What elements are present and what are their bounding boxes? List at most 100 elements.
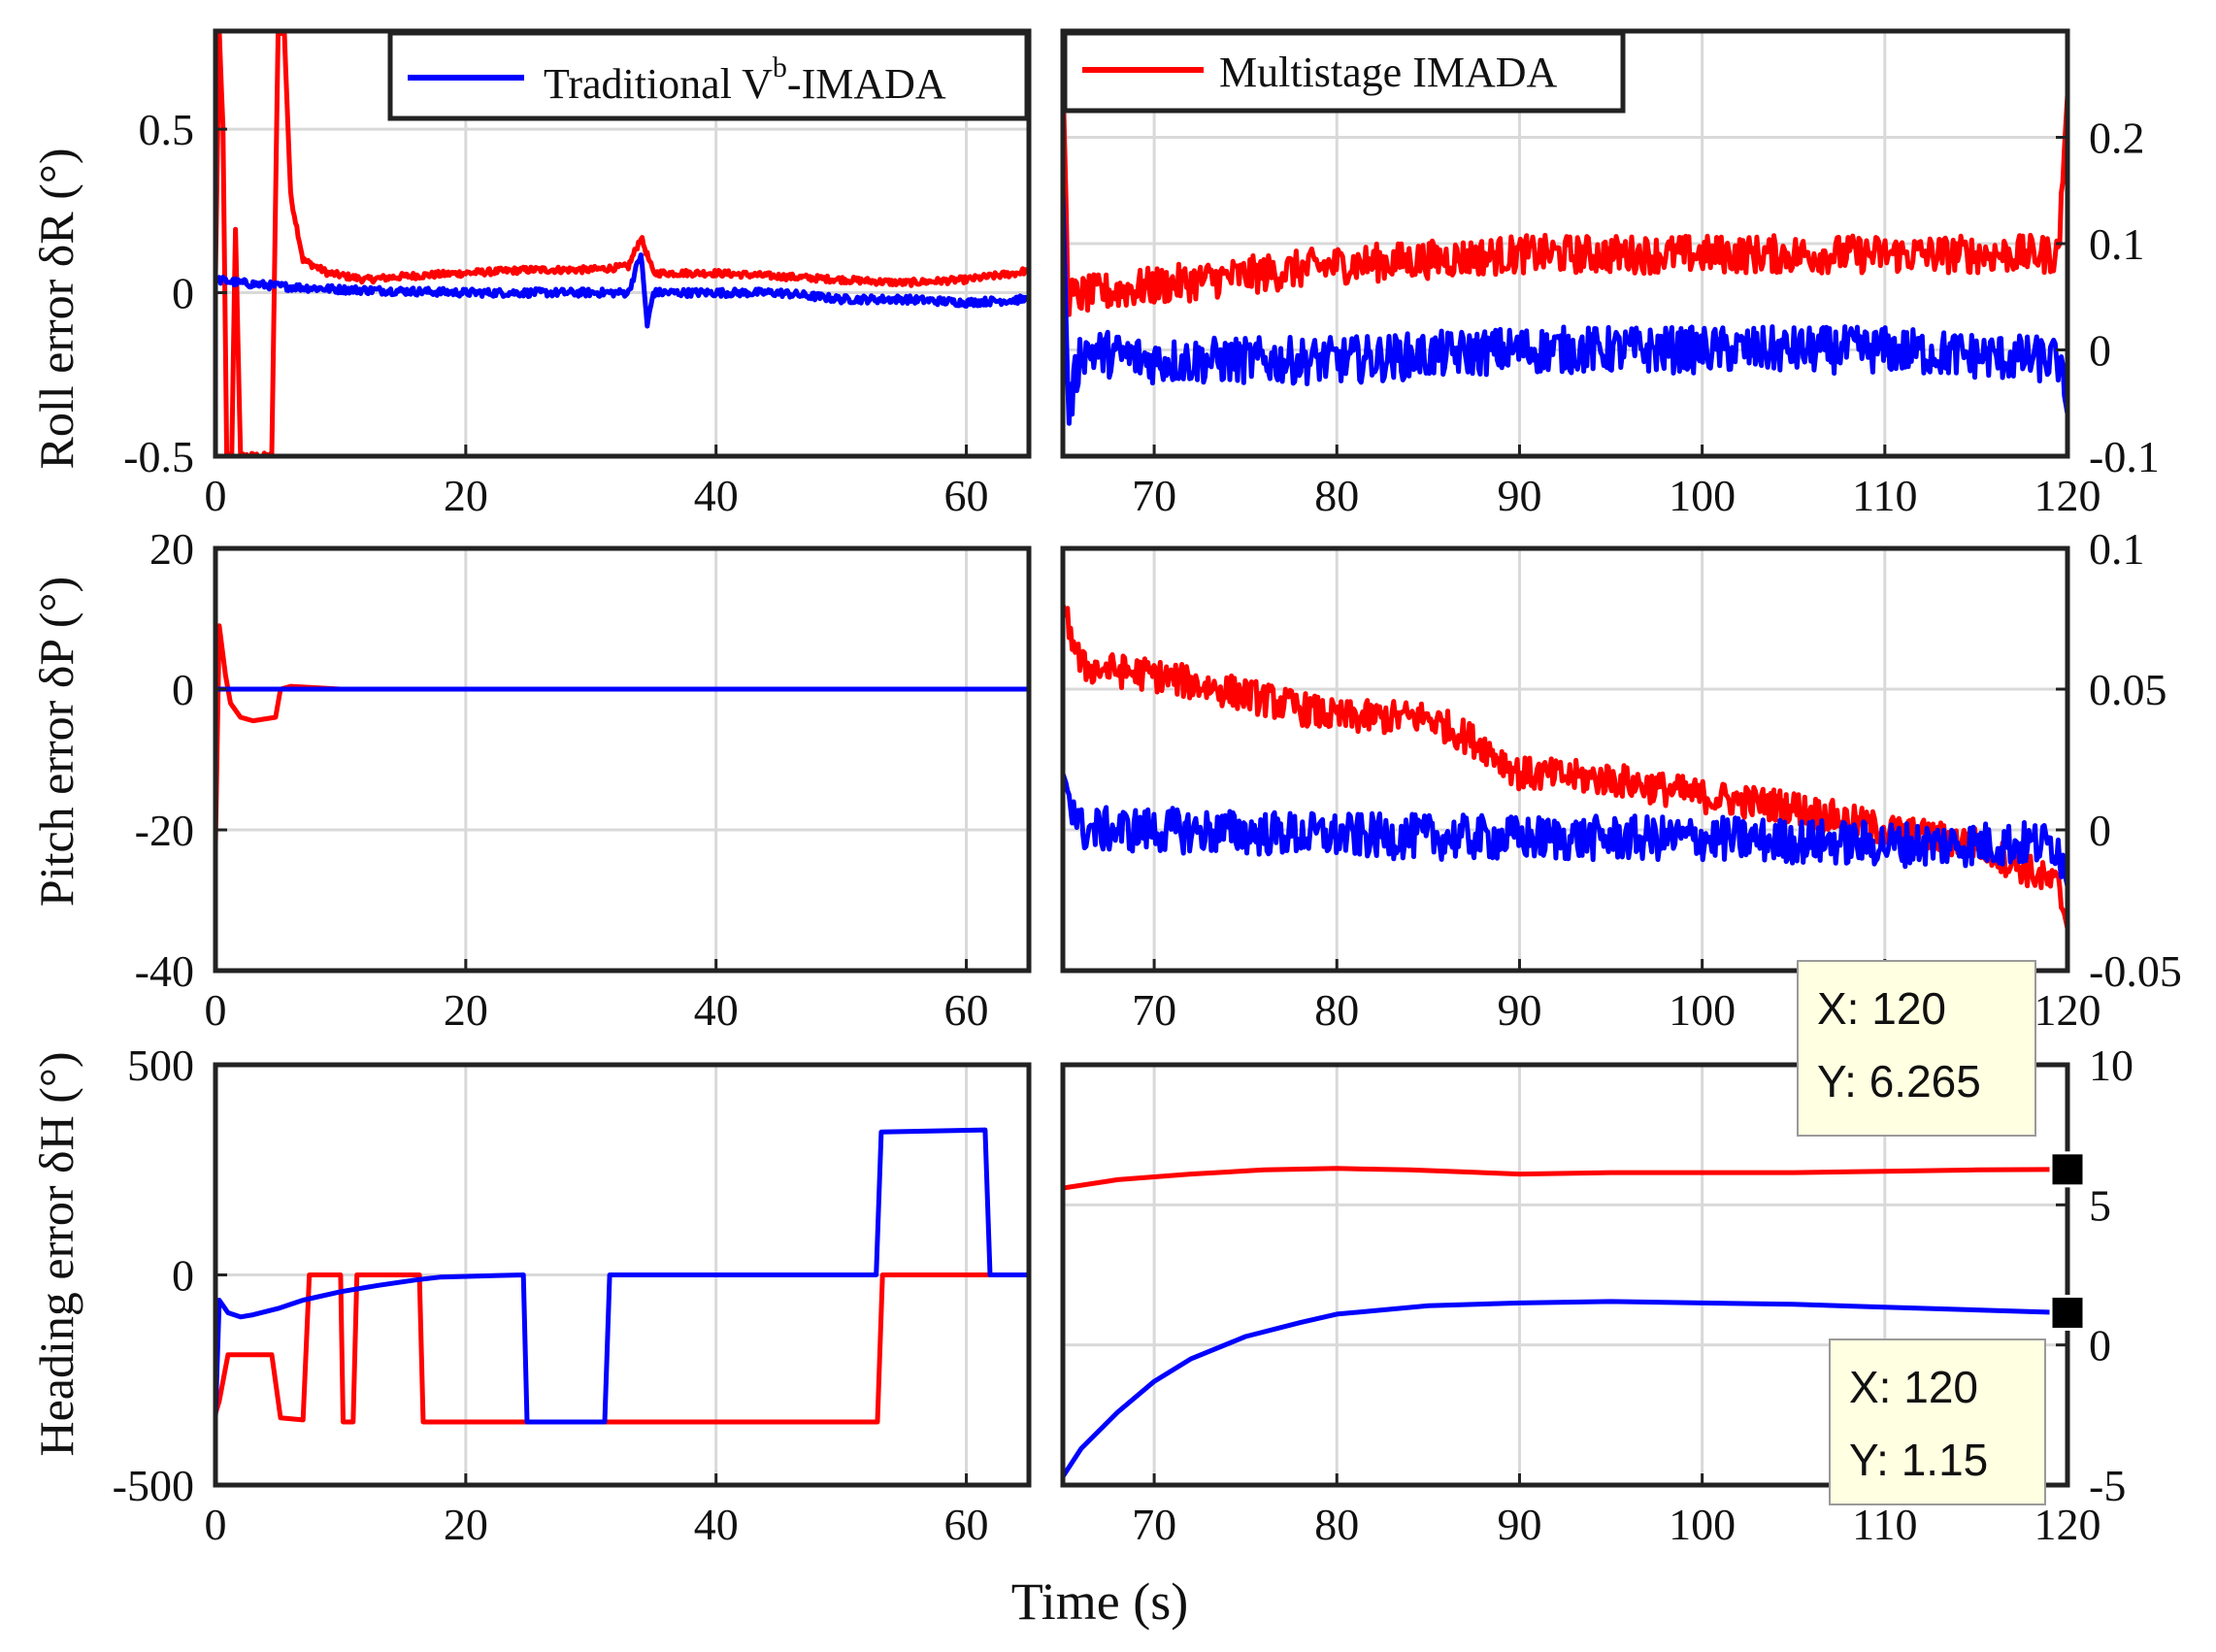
x-tick-label: 90 <box>1497 471 1541 520</box>
x-tick-label: 40 <box>694 471 739 520</box>
axes-frame <box>1060 545 2070 974</box>
y-tick-label: 0 <box>172 1251 194 1301</box>
x-axis-label: Time (s) <box>1011 1572 1189 1631</box>
axes-frame <box>213 545 1032 974</box>
series-line-traditional <box>215 252 1029 329</box>
x-tick-label: 120 <box>2034 471 2101 520</box>
x-tick-label: 20 <box>444 985 488 1035</box>
y-tick-label: 0.5 <box>139 105 195 154</box>
series-line-multistage <box>215 1272 1029 1425</box>
x-tick-label: 20 <box>444 1500 488 1549</box>
series-line-traditional <box>1063 1299 2067 1479</box>
x-tick-label: 0 <box>205 985 227 1035</box>
series-line-traditional <box>1063 187 2067 426</box>
datatip-multistage[interactable]: X: 120 Y: 6.265 <box>1797 960 2086 1188</box>
series-group-heading-left <box>215 1127 1029 1425</box>
x-tick-label: 0 <box>205 471 227 520</box>
datatip-y-value: Y: 6.265 <box>1817 1056 1981 1107</box>
series-line-multistage <box>1063 602 2067 931</box>
y-tick-label: 0.1 <box>2089 219 2145 269</box>
legend-multistage: Multistage IMADA <box>1062 30 1626 114</box>
x-tick-label: 100 <box>1669 471 1736 520</box>
y-tick-label: 0 <box>2089 1321 2111 1371</box>
y-tick-label: -0.05 <box>2089 946 2182 996</box>
ticks-heading-right: 70 80 90 100 110 120-5 0 5 10 <box>1132 1041 2133 1549</box>
datatip-traditional[interactable]: X: 120 Y: 1.15 <box>1829 1294 2086 1505</box>
legends: Traditional Vb-IMADA Multistage IMADA <box>387 30 1626 121</box>
x-tick-label: 20 <box>444 471 488 520</box>
datatip-marker[interactable] <box>2049 1151 2086 1188</box>
series-line-multistage <box>215 623 1029 846</box>
series-group-roll-right <box>1063 71 2067 426</box>
y-tick-label: -0.1 <box>2089 432 2160 481</box>
series-line-multistage <box>215 31 1029 456</box>
legend-label: Multistage IMADA <box>1219 49 1558 96</box>
axis-labels: Roll error δR (°) Pitch error δP (°) Hea… <box>29 149 1188 1631</box>
x-tick-label: 110 <box>1852 471 1917 520</box>
axes-frame <box>1060 1062 2070 1488</box>
y-tick-label: 500 <box>127 1041 194 1090</box>
series-group-pitch-left <box>215 623 1029 846</box>
x-tick-label: 60 <box>944 1500 989 1549</box>
x-tick-label: 120 <box>2034 1500 2101 1549</box>
ticks-roll-left: 0 20 40 60-0.500.5 <box>123 105 988 520</box>
heading-ylabel: Heading error δH (°) <box>29 1052 83 1457</box>
y-tick-label: 0 <box>172 665 194 714</box>
series-line-multistage <box>1063 71 2067 317</box>
y-tick-label: 0 <box>2089 806 2111 855</box>
grid-pitch-left <box>215 548 1029 971</box>
y-tick-label: 10 <box>2089 1041 2133 1090</box>
y-tick-label: 20 <box>149 524 194 574</box>
x-tick-label: 80 <box>1314 985 1359 1035</box>
x-tick-label: 70 <box>1132 1500 1176 1549</box>
y-tick-label: 0.05 <box>2089 665 2167 714</box>
panel-pitch-left: 0 20 40 60 -40 -20 0 20 <box>135 524 1032 1035</box>
y-tick-label: -500 <box>113 1461 194 1510</box>
y-tick-label: -40 <box>135 946 194 996</box>
series-group-roll-left <box>215 31 1029 456</box>
x-tick-label: 80 <box>1314 471 1359 520</box>
y-tick-label: -20 <box>135 806 194 855</box>
x-tick-label: 70 <box>1132 985 1176 1035</box>
datatip-box <box>1797 960 2036 1137</box>
legend-label: Traditional Vb-IMADA <box>544 51 946 108</box>
datatip-y-value: Y: 1.15 <box>1849 1435 1988 1485</box>
datatips: X: 120 Y: 6.265 X: 120 Y: 1.15 <box>1797 960 2086 1505</box>
y-tick-label: 0.2 <box>2089 114 2145 163</box>
x-tick-label: 60 <box>944 471 989 520</box>
grid-pitch-right <box>1063 548 2067 971</box>
x-tick-label: 40 <box>694 1500 739 1549</box>
y-tick-label: -5 <box>2089 1461 2126 1510</box>
panel-roll-left: 0 20 40 60-0.500.5 <box>123 28 1032 520</box>
x-tick-label: 100 <box>1669 1500 1736 1549</box>
datatip-x-value: X: 120 <box>1849 1362 1978 1412</box>
series-line-traditional <box>1063 771 2067 889</box>
series-line-multistage <box>1063 1166 2067 1191</box>
x-tick-label: 40 <box>694 985 739 1035</box>
x-tick-label: 70 <box>1132 471 1176 520</box>
x-tick-label: 100 <box>1669 985 1736 1035</box>
datatip-marker[interactable] <box>2049 1294 2086 1331</box>
pitch-ylabel: Pitch error δP (°) <box>29 577 83 907</box>
x-tick-label: 120 <box>2034 985 2101 1035</box>
y-tick-label: 0 <box>172 269 194 318</box>
datatip-box <box>1829 1338 2046 1505</box>
y-tick-label: -0.5 <box>123 432 194 481</box>
legend-traditional: Traditional Vb-IMADA <box>387 30 1030 121</box>
x-tick-label: 90 <box>1497 985 1541 1035</box>
y-tick-label: 5 <box>2089 1180 2111 1230</box>
panels: 0 20 40 60-0.500.570 80 90 100 110 120-0.100.10.… <box>113 28 2182 1549</box>
ticks-pitch-left: 0 20 40 60 -40 -20 0 20 <box>135 524 989 1035</box>
series-group-pitch-right <box>1063 602 2067 931</box>
x-tick-label: 110 <box>1852 1500 1917 1549</box>
series-line-traditional <box>215 1127 1029 1425</box>
panel-roll-right: 70 80 90 100 110 120-0.1 0 0.1 0.2 <box>1060 28 2160 520</box>
y-tick-label: 0.1 <box>2089 524 2145 574</box>
x-tick-label: 60 <box>944 985 989 1035</box>
series-group-heading-right <box>1063 1166 2067 1479</box>
y-tick-label: 0 <box>2089 326 2111 376</box>
